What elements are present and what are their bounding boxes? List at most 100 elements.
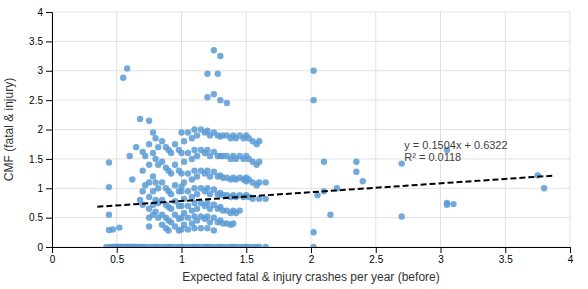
scatter-point [262,179,268,185]
scatter-point [152,135,158,141]
y-tick-label: 1.5 [29,154,43,165]
y-tick: 4 [37,7,52,18]
scatter-point [217,97,223,103]
scatter-point [262,196,268,202]
scatter-point [146,179,152,185]
x-tick: 1 [179,247,185,265]
scatter-point [194,206,200,212]
x-tick-mark [376,247,377,253]
scatter-point [146,194,152,200]
scatter-point [172,141,178,147]
grid [52,12,570,247]
y-tick-mark [46,12,52,13]
scatter-point [194,132,200,138]
scatter-point [110,226,116,232]
y-tick: 1 [37,183,52,194]
y-tick: 0.5 [29,212,52,223]
chart-svg: 00.511.522.533.5400.511.522.533.54y = 0.… [0,0,588,289]
scatter-point [152,209,158,215]
scatter-point [310,244,316,247]
y-tick-label: 2.5 [29,95,43,106]
scatter-point [178,203,184,209]
scatter-point [146,141,152,147]
y-tick: 2.5 [29,95,52,106]
y-tick: 2 [37,124,52,135]
x-tick-label: 0.5 [110,254,124,265]
scatter-point [139,188,145,194]
scatter-point [204,225,210,231]
scatter-point [142,153,148,159]
y-grid-line [52,41,570,42]
scatter-point [139,167,145,173]
x-tick-label: 2.5 [369,254,383,265]
scatter-point [172,182,178,188]
y-tick-mark [46,188,52,189]
scatter-point [262,244,268,247]
x-tick-mark [246,247,247,253]
scatter-point [185,188,191,194]
scatter-point [106,159,112,165]
scatter-point [314,192,320,198]
scatter-point [198,225,204,231]
scatter-point [353,169,359,175]
scatter-point [398,213,404,219]
scatter-point [106,211,112,217]
scatter-point [152,156,158,162]
scatter-point [327,211,333,217]
x-axis-title: Expected fatal & injury crashes per year… [182,270,439,284]
scatter-point [178,150,184,156]
y-tick-label: 0 [37,242,43,253]
scatter-point [146,223,152,229]
scatter-point [215,70,221,76]
scatter-point [178,170,184,176]
scatter-point [159,159,165,165]
y-tick-label: 4 [37,7,43,18]
x-tick: 0 [50,247,56,265]
scatter-point [127,153,133,159]
scatter-point [194,153,200,159]
x-tick-label: 2 [309,254,315,265]
x-tick-mark [505,247,506,253]
scatter-point [194,173,200,179]
scatter-point [194,191,200,197]
x-tick-mark [117,247,118,253]
y-tick-label: 0.5 [29,212,43,223]
y-tick-label: 2 [37,124,43,135]
scatter-point [211,91,217,97]
scatter-point [159,138,165,144]
plot-area: 00.511.522.533.5400.511.522.533.54y = 0.… [29,7,574,265]
y-tick-mark [46,130,52,131]
y-tick-label: 3.5 [29,36,43,47]
scatter-point [137,116,143,122]
x-tick-mark [570,247,571,253]
scatter-point [256,138,262,144]
x-tick: 2.5 [369,247,383,265]
scatter-point [360,178,366,184]
scatter-point [211,227,217,233]
y-tick-mark [46,71,52,72]
y-tick-mark [46,41,52,42]
scatter-point [185,214,191,220]
scatter-point [159,179,165,185]
scatter-point [310,68,316,74]
scatter-point [133,144,139,150]
y-tick-mark [46,218,52,219]
scatter-point [150,129,156,135]
scatter-point [150,173,156,179]
x-tick: 3.5 [499,247,513,265]
scatter-point [185,226,191,232]
scatter-point [165,227,171,233]
scatter-point [129,176,135,182]
scatter-point [185,150,191,156]
y-tick-label: 3 [37,65,43,76]
scatter-point [178,129,184,135]
scatter-point [106,184,112,190]
scatter-point [204,200,210,206]
scatter-point [321,159,327,165]
chart-container: 00.511.522.533.5400.511.522.533.54y = 0.… [0,0,588,289]
scatter-point [181,138,187,144]
x-tick: 3 [438,247,444,265]
scatter-point [168,206,174,212]
x-tick: 4 [568,247,574,265]
y-tick-mark [46,100,52,101]
